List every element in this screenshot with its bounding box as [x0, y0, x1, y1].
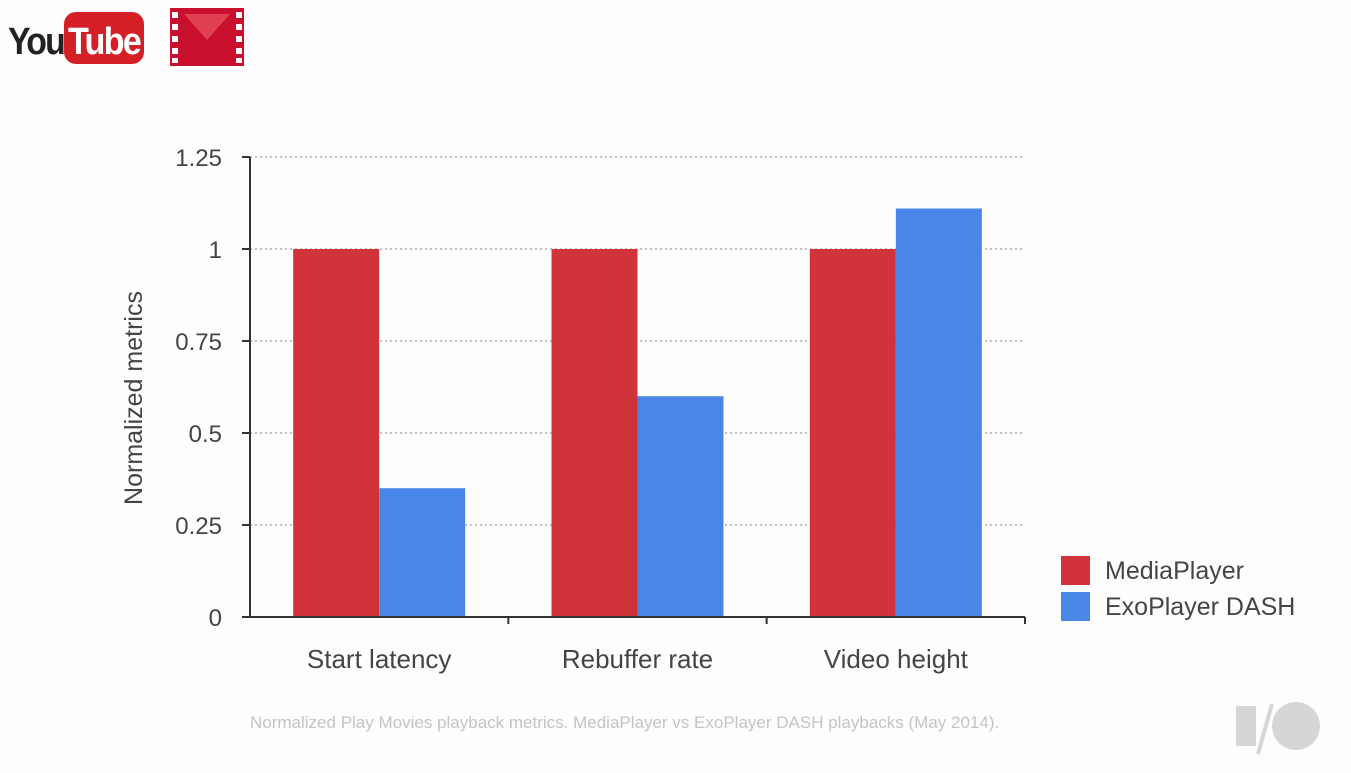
bar-exoplayer-dash: [379, 488, 466, 617]
legend-label: ExoPlayer DASH: [1105, 593, 1295, 621]
legend-swatch: [1061, 556, 1090, 585]
svg-text:You: You: [8, 21, 64, 63]
y-tick-label: 0.25: [175, 513, 222, 540]
legend-swatch: [1061, 592, 1090, 621]
axes: [242, 156, 1026, 624]
y-tick-label: 0.5: [189, 421, 222, 448]
svg-text:Tube: Tube: [68, 21, 141, 63]
bars: [293, 208, 982, 617]
legend-label: MediaPlayer: [1105, 557, 1244, 585]
y-axis-label: Normalized metrics: [120, 291, 148, 505]
bar-exoplayer-dash: [637, 396, 724, 617]
legend: MediaPlayer ExoPlayer DASH: [1061, 556, 1295, 621]
bar-mediaplayer: [809, 249, 896, 617]
chart-caption: Normalized Play Movies playback metrics.…: [250, 713, 1000, 732]
bar-mediaplayer: [551, 249, 638, 617]
y-tick-label: 1.25: [175, 145, 222, 172]
io-logo-icon: [1236, 702, 1320, 755]
y-tick-label: 0.75: [175, 329, 222, 356]
bar-exoplayer-dash: [895, 208, 982, 617]
y-tick-label: 1: [209, 237, 222, 264]
bar-mediaplayer: [293, 249, 380, 617]
x-tick-label: Rebuffer rate: [562, 644, 713, 674]
youtube-logo: You Tube: [8, 12, 144, 64]
play-movies-icon: [170, 8, 244, 66]
tick-labels: 0 0.25 0.5 0.75 1 1.25 Start latency Rebuffer r…: [120, 145, 969, 674]
x-tick-label: Start latency: [307, 644, 452, 674]
y-tick-label: 0: [209, 605, 222, 632]
x-tick-label: Video height: [824, 644, 969, 674]
